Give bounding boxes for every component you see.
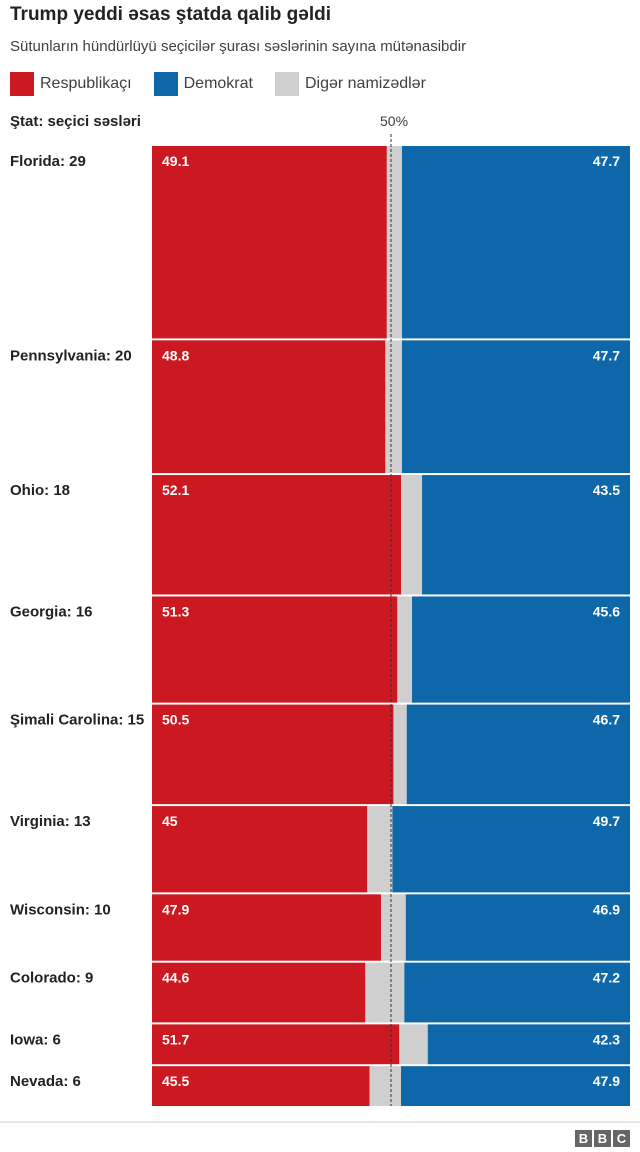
bar-republican (152, 475, 402, 595)
state-label: Colorado: 9 (10, 970, 93, 987)
legend-label-democrat: Demokrat (183, 75, 253, 92)
state-axis-label: Ştat: seçici səsləri (10, 113, 141, 130)
bar-democrat (405, 894, 630, 961)
bar-democrat (427, 1024, 630, 1065)
legend-item-republican: Respublikaçı (10, 72, 132, 96)
bar-democrat (401, 1066, 630, 1106)
data-label-democrat: 46.9 (593, 901, 620, 917)
legend-swatch-democrat (153, 72, 178, 96)
state-row: Pennsylvania: 20 48.8 47.7 (10, 340, 630, 474)
state-row: Nevada: 6 45.5 47.9 (10, 1066, 630, 1106)
bbc-logo-letter: B (575, 1130, 592, 1147)
legend-item-democrat: Demokrat (153, 72, 253, 96)
state-row: Florida: 29 49.1 47.7 (10, 146, 630, 339)
data-label-republican: 52.1 (162, 482, 189, 498)
data-label-republican: 49.1 (162, 153, 189, 169)
data-label-democrat: 49.7 (593, 813, 620, 829)
data-label-democrat: 46.7 (593, 712, 620, 728)
bar-democrat (412, 596, 630, 703)
data-label-republican: 44.6 (162, 970, 189, 986)
bar-republican (152, 146, 387, 339)
data-label-republican: 45 (162, 813, 178, 829)
bar-republican (152, 894, 381, 961)
state-row: Georgia: 16 51.3 45.6 (10, 596, 630, 703)
legend-swatch-republican (10, 72, 34, 96)
state-row: Iowa: 6 51.7 42.3 (10, 1024, 630, 1065)
bar-democrat (401, 340, 630, 474)
data-label-republican: 48.8 (162, 347, 189, 363)
chart-subtitle: Sütunların hündürlüyü seçicilər şurası s… (10, 38, 467, 55)
state-row: Virginia: 13 45 49.7 (10, 806, 630, 893)
bar-democrat (401, 146, 630, 339)
data-label-republican: 51.7 (162, 1031, 189, 1047)
bar-republican (152, 704, 394, 805)
bar-republican (152, 1066, 370, 1106)
state-row: Wisconsin: 10 47.9 46.9 (10, 894, 630, 961)
state-label: Florida: 29 (10, 153, 86, 170)
state-row: Ohio: 18 52.1 43.5 (10, 475, 630, 595)
bar-democrat (422, 475, 630, 595)
state-label: Virginia: 13 (10, 813, 91, 830)
bar-republican (152, 1024, 400, 1065)
state-label: Nevada: 6 (10, 1073, 81, 1090)
data-label-democrat: 42.3 (593, 1031, 620, 1047)
legend-item-other: Digər namizədlər (274, 72, 426, 96)
bar-democrat (392, 806, 630, 893)
legend-swatch-other (274, 72, 299, 96)
state-row: Şimali Carolina: 15 50.5 46.7 (10, 704, 630, 805)
data-label-democrat: 43.5 (593, 482, 620, 498)
bar-republican (152, 962, 366, 1023)
chart-title: Trump yeddi əsas ştatda qalib gəldi (10, 4, 331, 25)
data-label-republican: 45.5 (162, 1073, 189, 1089)
bar-democrat (406, 704, 630, 805)
bar-republican (152, 806, 368, 893)
data-label-republican: 51.3 (162, 603, 189, 619)
bar-democrat (404, 962, 630, 1023)
midline-label: 50% (380, 113, 409, 129)
data-label-democrat: 47.9 (593, 1073, 620, 1089)
bbc-logo: B B C (573, 1130, 630, 1147)
bbc-logo-letter: B (594, 1130, 611, 1147)
legend-label-republican: Respublikaçı (40, 75, 132, 92)
state-label: Wisconsin: 10 (10, 901, 111, 918)
data-label-democrat: 47.7 (593, 153, 620, 169)
state-label: Ohio: 18 (10, 482, 70, 499)
state-label: Şimali Carolina: 15 (10, 712, 144, 729)
state-label: Iowa: 6 (10, 1031, 61, 1048)
data-label-democrat: 47.2 (593, 970, 620, 986)
data-label-republican: 47.9 (162, 901, 189, 917)
bbc-logo-letter: C (613, 1130, 630, 1147)
state-label: Georgia: 16 (10, 603, 93, 620)
bar-republican (152, 340, 386, 474)
data-label-republican: 50.5 (162, 712, 189, 728)
bar-republican (152, 596, 398, 703)
data-label-democrat: 45.6 (593, 603, 620, 619)
legend-label-other: Digər namizədlər (304, 75, 426, 92)
legend: Respublikaçı Demokrat Digər namizədlər (10, 72, 448, 96)
state-label: Pennsylvania: 20 (10, 347, 132, 364)
state-row: Colorado: 9 44.6 47.2 (10, 962, 630, 1023)
data-label-democrat: 47.7 (593, 347, 620, 363)
